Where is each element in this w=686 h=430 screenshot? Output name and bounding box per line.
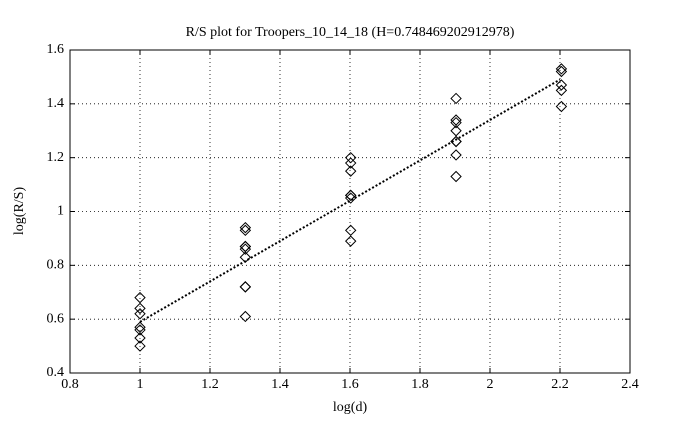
x-tick-label: 1.8	[411, 377, 429, 392]
point	[450, 116, 462, 129]
point	[239, 221, 252, 234]
point	[555, 84, 568, 97]
y-tick-label: 0.4	[47, 365, 65, 380]
point	[239, 251, 252, 263]
x-tick-label: 1	[137, 377, 144, 392]
point	[450, 170, 462, 183]
y-axis-label: log(R/S)	[12, 187, 27, 236]
point	[555, 65, 568, 78]
point	[450, 149, 462, 161]
y-tick-label: 1.6	[47, 42, 65, 57]
point	[344, 235, 357, 247]
point	[239, 281, 252, 293]
y-tick-label: 0.8	[47, 258, 65, 273]
x-tick-label: 1.6	[341, 377, 359, 392]
point	[134, 308, 146, 320]
y-tick-label: 1	[57, 204, 64, 219]
point	[555, 79, 568, 91]
point	[450, 125, 462, 137]
x-tick-label: 0.8	[61, 377, 79, 392]
point	[344, 189, 357, 202]
point	[555, 63, 568, 75]
point	[450, 92, 462, 105]
point	[239, 224, 252, 237]
chart-title: R/S plot for Troopers_10_14_18 (H=0.7484…	[186, 25, 515, 40]
point	[450, 114, 462, 126]
x-tick-label: 2	[487, 377, 494, 392]
point	[134, 340, 146, 352]
y-tick-label: 1.4	[47, 96, 65, 111]
point	[134, 291, 146, 304]
point	[344, 224, 357, 237]
x-tick-label: 1.2	[201, 377, 219, 392]
x-tick-label: 1.4	[271, 377, 289, 392]
x-tick-label: 2.2	[551, 377, 569, 392]
point	[344, 157, 357, 169]
point	[239, 281, 252, 293]
point	[134, 321, 146, 333]
point	[239, 240, 252, 253]
point	[344, 151, 357, 164]
point	[344, 192, 357, 204]
point	[239, 310, 252, 323]
point	[134, 324, 146, 336]
fit-line	[139, 78, 561, 323]
point	[134, 332, 146, 344]
x-axis-label: log(d)	[333, 400, 368, 415]
point	[344, 165, 357, 177]
point	[239, 243, 252, 255]
point	[450, 135, 462, 148]
point	[555, 100, 568, 113]
x-tick-label: 2.4	[621, 377, 639, 392]
plot-frame	[69, 49, 631, 374]
y-tick-label: 1.2	[47, 150, 65, 165]
y-tick-label: 0.6	[47, 311, 65, 326]
point	[134, 302, 146, 315]
